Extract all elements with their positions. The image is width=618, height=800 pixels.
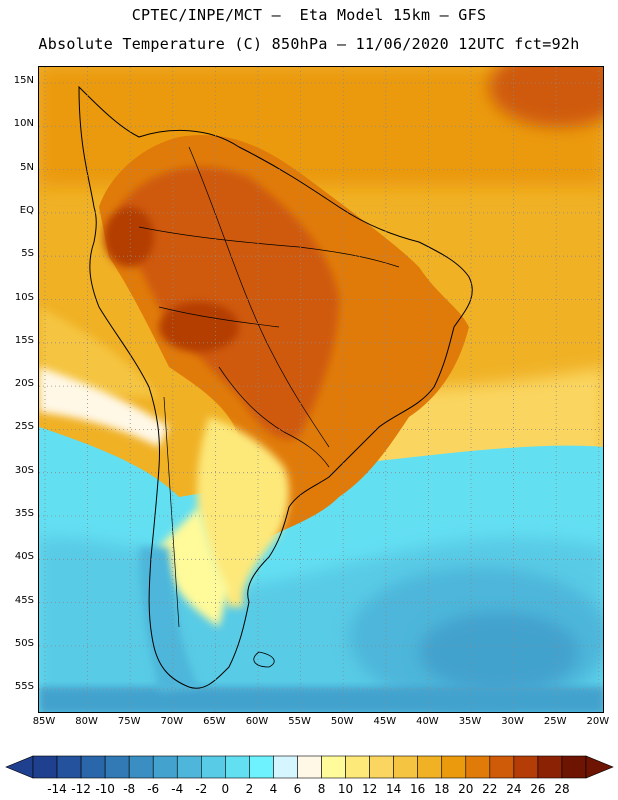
colorbar-label: -12: [71, 782, 91, 796]
border-line-1: [188, 146, 330, 448]
colorbar-label: 24: [506, 782, 522, 796]
colorbar-swatch: [249, 755, 274, 779]
longitude-label: 25W: [543, 716, 567, 727]
longitude-label: 20W: [586, 716, 610, 727]
hot-land-core: [119, 167, 339, 440]
low-pressure-center: [419, 612, 579, 692]
map-subtitle: Absolute Temperature (C) 850hPa – 11/06/…: [38, 35, 580, 53]
falklands-outline: [253, 651, 275, 668]
warm-spot-ne: [489, 67, 603, 127]
map-title: CPTEC/INPE/MCT – Eta Model 15km – GFS: [131, 6, 487, 24]
colorbar-label: 10: [337, 782, 354, 796]
longitude-label: 55W: [288, 716, 311, 727]
latitude-label: 5N: [20, 161, 34, 173]
border-line-2: [138, 226, 400, 268]
hot-spot-central: [159, 302, 239, 352]
colorbar-swatch: [297, 755, 322, 779]
latitude-label: 45S: [14, 594, 34, 606]
latitude-label: 30S: [14, 464, 34, 476]
colorbar-swatch: [345, 755, 370, 779]
pacific-strip: [39, 307, 159, 397]
colorbar-swatch: [225, 755, 250, 779]
continent-coastline: [78, 85, 473, 689]
colorbar-label: 26: [530, 782, 546, 796]
latitude-label: 40S: [14, 551, 34, 563]
colorbar-label: -8: [123, 782, 136, 796]
longitude-label: 70W: [160, 716, 184, 727]
colorbar-label: 16: [410, 782, 426, 796]
colorbar-swatch: [201, 755, 226, 779]
hot-spot-amazon-west: [104, 207, 154, 267]
longitude-label: 80W: [75, 716, 98, 727]
latitude-label: 35S: [14, 508, 34, 519]
latitude-label: 10S: [14, 291, 34, 303]
latitude-label: 20S: [14, 378, 34, 390]
longitude-label: 30W: [501, 716, 524, 727]
colorbar-swatch: [513, 755, 539, 779]
border-line-4: [218, 366, 330, 468]
colorbar-label: 28: [554, 782, 570, 796]
andes-cold: [139, 547, 199, 692]
longitude-label: 40W: [416, 716, 439, 727]
longitude-label: 85W: [32, 716, 56, 727]
colorbar: [5, 755, 614, 779]
colorbar-swatch: [321, 755, 346, 779]
longitude-label: 50W: [330, 716, 354, 727]
colorbar-swatch: [56, 755, 82, 779]
colorbar-label: 2: [245, 782, 254, 796]
colorbar-label: 14: [386, 782, 402, 796]
colorbar-label: -2: [195, 782, 208, 796]
colorbar-swatch: [32, 755, 58, 779]
latitude-label: 55S: [14, 681, 34, 693]
colorbar-min-arrow: [5, 755, 34, 779]
longitude-label: 65W: [203, 716, 226, 727]
colorbar-swatch: [489, 755, 515, 779]
latitude-label: 10N: [13, 118, 34, 130]
colorbar-label: -6: [147, 782, 160, 796]
latitude-label: 15S: [14, 334, 34, 346]
latitude-label: EQ: [19, 204, 34, 216]
temperature-map: [38, 66, 604, 713]
longitude-label: 60W: [245, 716, 269, 727]
colorbar-label: 4: [269, 782, 278, 796]
colorbar-swatch: [176, 755, 202, 779]
colorbar-swatch: [465, 755, 491, 779]
latitude-label: 15N: [13, 75, 34, 86]
pacific-neutral-strip: [39, 367, 169, 447]
border-line-3: [158, 306, 280, 328]
colorbar-label: 20: [458, 782, 474, 796]
colorbar-swatch: [369, 755, 394, 779]
latitude-label: 50S: [14, 637, 34, 649]
cool-land-south: [197, 417, 289, 607]
colorbar-swatch: [393, 755, 418, 779]
colorbar-label: 22: [482, 782, 498, 796]
colorbar-swatch: [537, 755, 563, 779]
colorbar-label: 12: [361, 782, 378, 796]
colorbar-swatch: [417, 755, 443, 779]
polar-edge: [39, 687, 603, 712]
temperature-field: [39, 67, 603, 712]
latitude-label: 25S: [14, 421, 34, 433]
colorbar-label: 18: [434, 782, 450, 796]
colorbar-label: 8: [317, 782, 326, 796]
latitude-label: 5S: [21, 248, 34, 260]
longitude-label: 35W: [458, 716, 482, 727]
colorbar-label: 6: [293, 782, 302, 796]
colorbar-label: -4: [171, 782, 184, 796]
colorbar-label: -14: [47, 782, 67, 796]
colorbar-swatch: [104, 755, 130, 779]
colorbar-swatch: [128, 755, 154, 779]
colorbar-swatch: [152, 755, 178, 779]
border-line-chile-argentina: [163, 396, 180, 628]
colorbar-swatch: [561, 755, 587, 779]
longitude-label: 45W: [373, 716, 397, 727]
colorbar-label: 0: [221, 782, 230, 796]
longitude-label: 75W: [117, 716, 141, 727]
colorbar-swatch: [441, 755, 467, 779]
patagonia-neutral: [159, 507, 229, 627]
colorbar-swatch: [273, 755, 298, 779]
colorbar-swatch: [80, 755, 106, 779]
colorbar-max-arrow: [585, 755, 614, 779]
colorbar-label: -10: [95, 782, 115, 796]
